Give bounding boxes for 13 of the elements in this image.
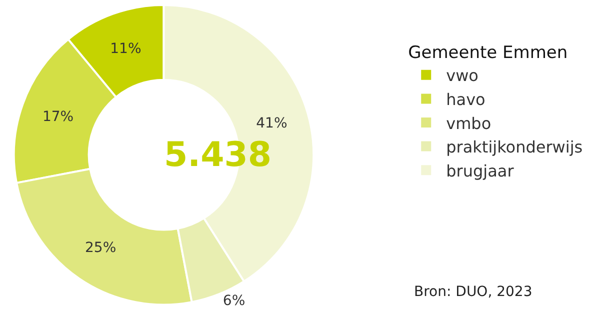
legend-label: praktijkonderwijs: [446, 138, 583, 157]
data-label: 11%: [110, 41, 142, 58]
data-label: 25%: [85, 240, 116, 256]
data-label: 41%: [256, 116, 288, 132]
text: 5.438: [164, 135, 272, 175]
data-label: 17%: [42, 108, 74, 125]
legend-label: vwo: [446, 66, 478, 86]
text: Bron: DUO, 2023: [414, 284, 532, 300]
legend-label: havo: [446, 90, 486, 109]
legend-title: Gemeente Emmen: [408, 43, 568, 63]
legend-label: brugjaar: [446, 161, 514, 180]
data-label: 6%: [222, 293, 246, 310]
legend-label: vmbo: [446, 114, 492, 133]
